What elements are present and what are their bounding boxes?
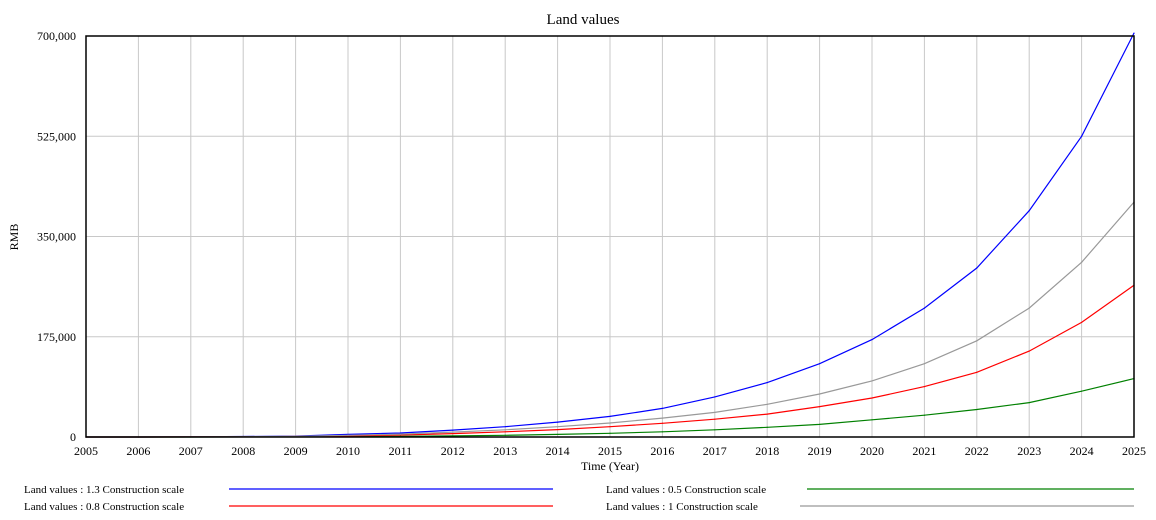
legend: Land values : 1.3 Construction scale Land…	[24, 484, 1134, 513]
data-point	[1081, 261, 1083, 263]
data-point	[661, 431, 664, 433]
data-point	[714, 418, 716, 420]
data-point	[976, 371, 978, 373]
data-point	[819, 423, 821, 425]
x-tick-label: 2011	[389, 444, 413, 458]
data-point	[347, 434, 349, 436]
y-tick-label: 0	[70, 430, 76, 444]
y-tick-label: 175,000	[37, 330, 76, 344]
data-point	[766, 403, 768, 405]
data-point	[923, 307, 926, 309]
data-point	[1133, 32, 1135, 34]
data-point	[1081, 135, 1083, 137]
data-point	[1081, 321, 1083, 324]
data-point	[766, 413, 768, 415]
x-axis-label: Time (Year)	[581, 459, 639, 473]
data-point	[1028, 210, 1030, 212]
x-tick-label: 2021	[912, 444, 936, 458]
data-point	[871, 339, 873, 341]
y-tick-label: 350,000	[37, 230, 76, 244]
x-tick-label: 2019	[808, 444, 832, 458]
data-point	[609, 426, 611, 428]
data-point	[976, 408, 978, 411]
data-point	[557, 426, 559, 428]
data-point	[819, 406, 821, 408]
plot-area-frame	[85, 35, 1135, 438]
x-tick-label: 2013	[493, 444, 517, 458]
data-point	[609, 422, 611, 424]
data-point	[609, 415, 611, 417]
data-point	[452, 431, 454, 433]
legend-label: Land values : 1 Construction scale	[606, 501, 758, 513]
x-tick-label: 2020	[860, 444, 884, 458]
y-tick-label: 525,000	[37, 129, 76, 143]
x-tick-label: 2022	[965, 444, 989, 458]
data-point	[504, 429, 506, 431]
data-point	[714, 411, 716, 413]
legend-label: Land values : 0.5 Construction scale	[606, 484, 766, 496]
data-point	[557, 421, 559, 423]
data-point	[504, 426, 506, 428]
data-point	[1028, 350, 1030, 352]
legend-label: Land values : 1.3 Construction scale	[24, 484, 184, 496]
data-point	[819, 393, 821, 395]
data-point	[661, 422, 664, 424]
data-point	[923, 414, 926, 416]
data-point	[871, 397, 873, 399]
x-tick-label: 2023	[1017, 444, 1041, 458]
data-point	[504, 434, 506, 436]
x-tick-label: 2005	[74, 444, 98, 458]
data-point	[452, 432, 454, 435]
legend-label: Land values : 0.8 Construction scale	[24, 501, 184, 513]
data-point	[609, 432, 611, 434]
x-axis-ticks: 2005 2006 2007 2008 2009 2010 2011 2012 2013 2014…	[74, 444, 1146, 458]
y-tick-label: 700,000	[37, 29, 76, 43]
data-point	[661, 417, 664, 419]
x-tick-label: 2012	[441, 444, 465, 458]
data-point	[819, 363, 821, 365]
data-point	[1081, 390, 1083, 392]
data-point	[661, 407, 664, 409]
x-tick-label: 2008	[231, 444, 255, 458]
data-point	[923, 385, 926, 388]
data-point	[976, 340, 978, 342]
x-tick-label: 2009	[284, 444, 308, 458]
data-point	[504, 431, 506, 433]
data-point	[923, 363, 926, 365]
x-tick-label: 2006	[126, 444, 150, 458]
x-tick-label: 2017	[703, 444, 727, 458]
grid	[85, 35, 1135, 438]
data-point	[399, 432, 401, 434]
data-point	[766, 426, 768, 428]
data-point	[714, 429, 716, 431]
data-point	[557, 433, 559, 436]
data-point	[976, 267, 978, 269]
data-point	[399, 433, 401, 435]
data-point	[1028, 402, 1030, 404]
data-point	[452, 435, 454, 437]
x-tick-label: 2014	[546, 444, 570, 458]
data-point	[714, 396, 716, 398]
x-tick-label: 2024	[1070, 444, 1094, 458]
chart-title: Land values	[547, 12, 620, 28]
data-point	[557, 428, 559, 431]
x-tick-label: 2016	[650, 444, 674, 458]
data-point	[871, 380, 873, 382]
x-tick-label: 2018	[755, 444, 779, 458]
y-axis-ticks: 0 175,000 350,000 525,000 700,000	[37, 29, 76, 444]
data-point	[871, 419, 873, 421]
x-tick-label: 2007	[179, 444, 203, 458]
data-point	[1028, 307, 1030, 309]
x-tick-label: 2010	[336, 444, 360, 458]
x-tick-label: 2025	[1122, 444, 1146, 458]
data-point	[766, 381, 768, 384]
x-tick-label: 2015	[598, 444, 622, 458]
y-axis-label: RMB	[7, 224, 21, 251]
data-point	[452, 429, 454, 431]
